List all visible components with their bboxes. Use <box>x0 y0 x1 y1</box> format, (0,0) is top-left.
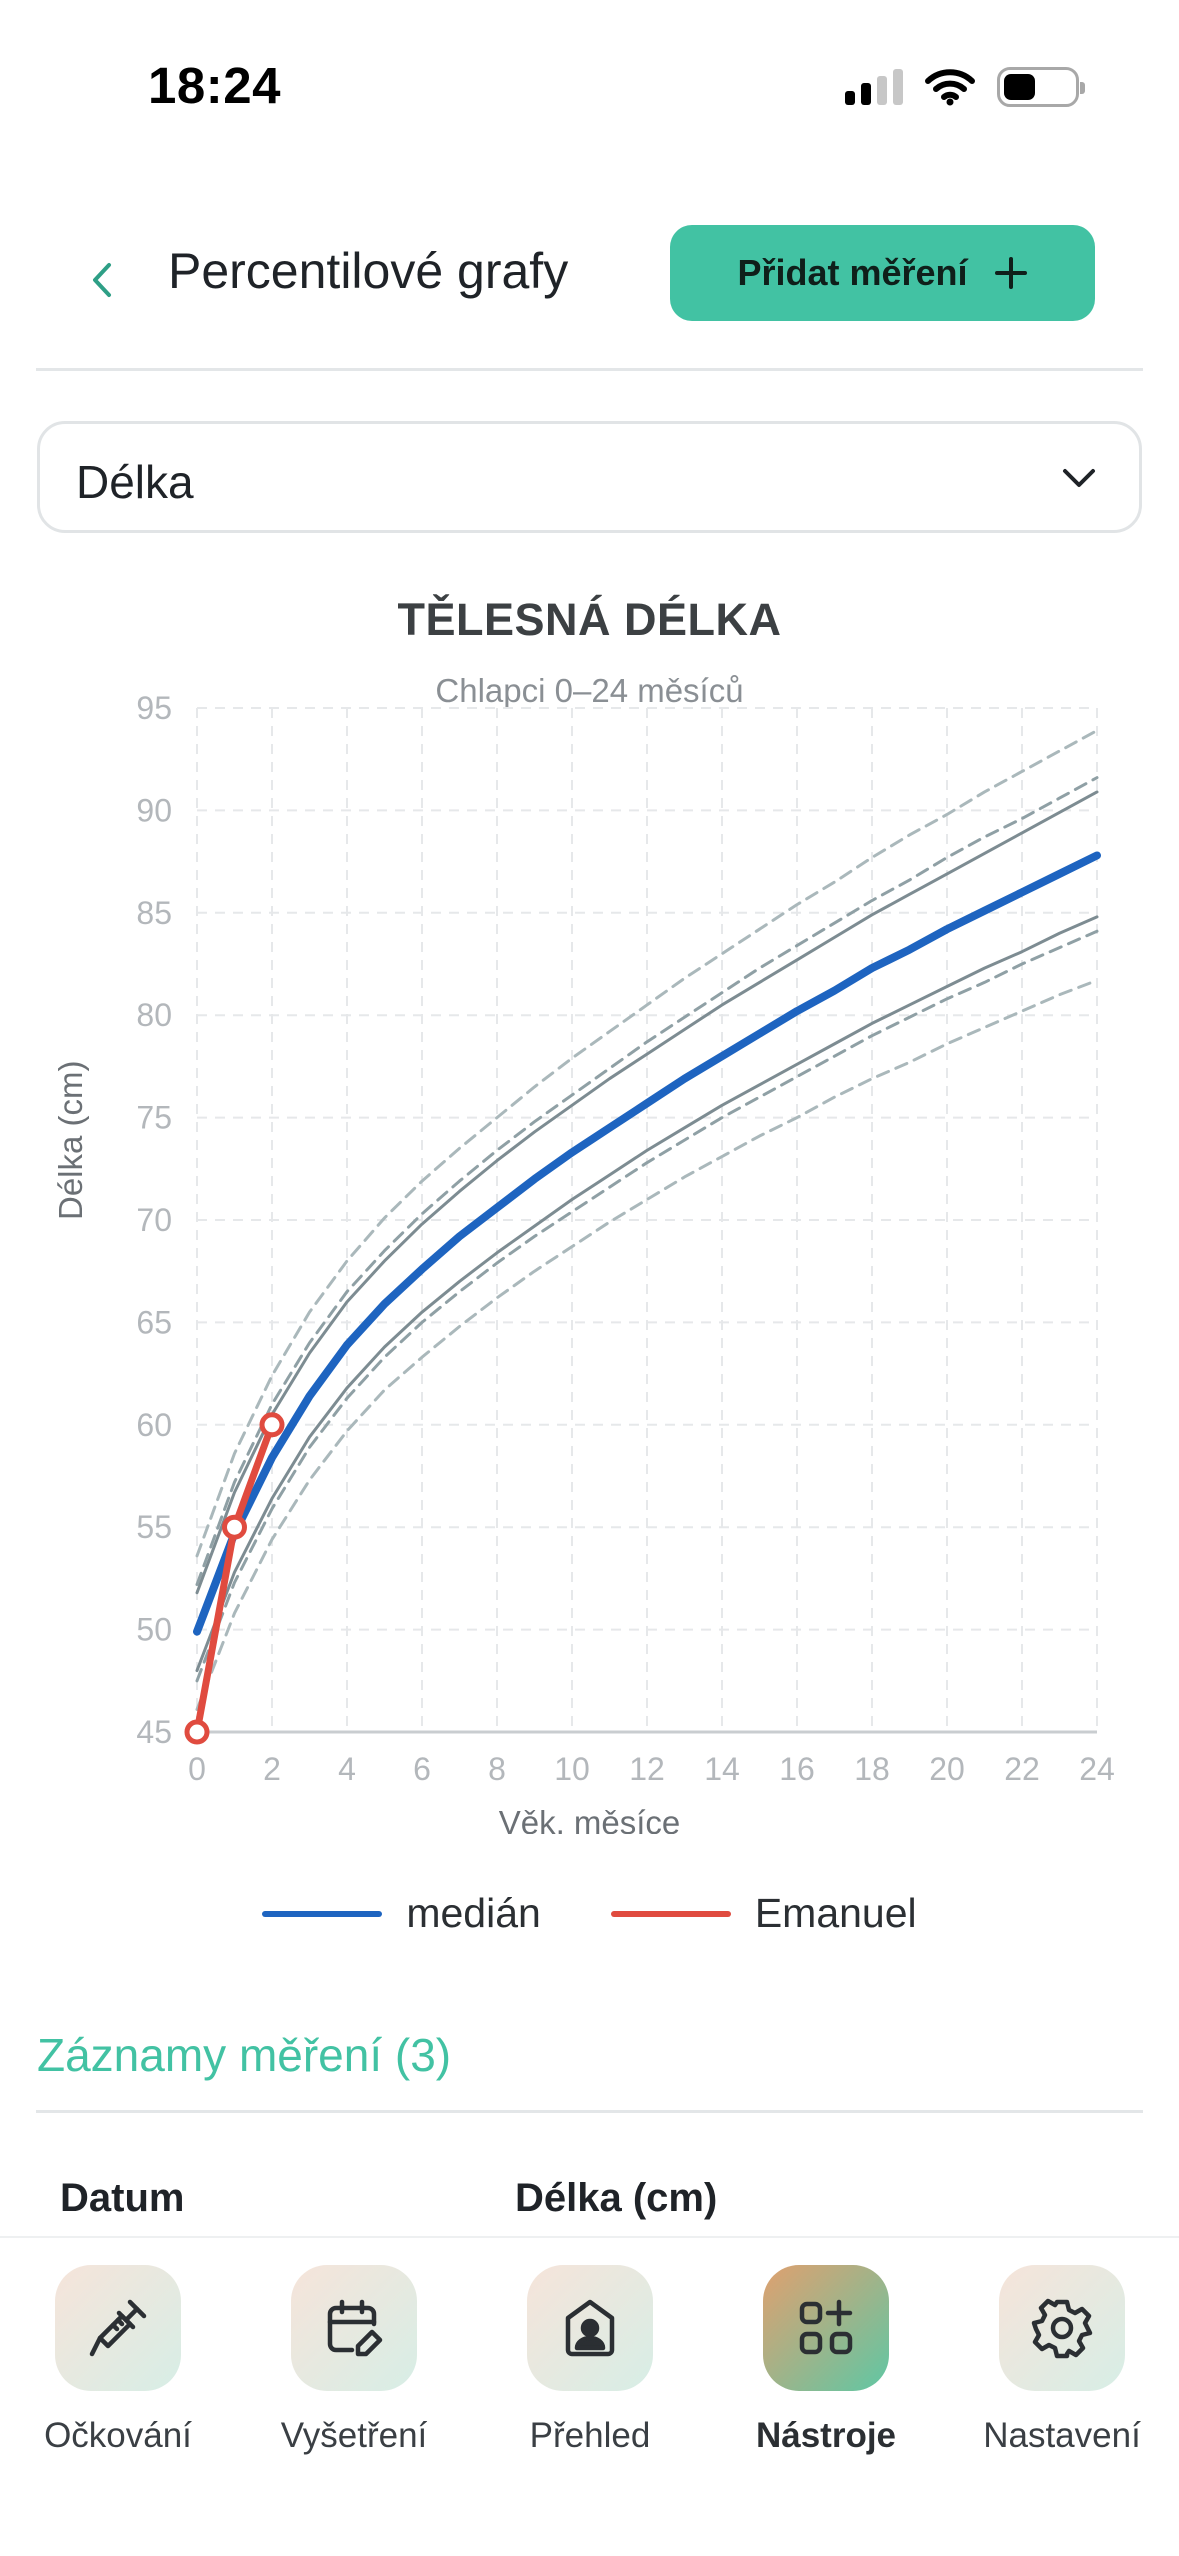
tab-vaccination[interactable]: Očkování <box>0 2253 236 2455</box>
tools-grid-icon <box>799 2299 853 2355</box>
y-tick-label: 50 <box>136 1612 172 1648</box>
percentile-curve-0 <box>195 729 1099 1558</box>
x-tick-label: 16 <box>779 1751 815 1787</box>
tab-tools-icon-bg <box>763 2265 889 2391</box>
status-icons <box>845 62 1085 112</box>
chart-subtitle: Chlapci 0–24 měsíců <box>435 672 744 709</box>
measurement-point <box>259 1412 285 1438</box>
x-tick-label: 10 <box>554 1751 590 1787</box>
tab-bar: Očkování Vyšetření Přehled <box>0 2236 1179 2556</box>
y-tick-label: 80 <box>136 997 172 1033</box>
legend-item-child: Emanuel <box>610 1890 917 1937</box>
percentile-curve-6 <box>195 978 1099 1711</box>
y-tick-label: 65 <box>136 1304 172 1340</box>
legend-swatch-child <box>610 1910 731 1917</box>
tab-examinations-label: Vyšetření <box>280 2416 428 2455</box>
x-tick-label: 0 <box>188 1751 206 1787</box>
y-tick-label: 70 <box>136 1202 172 1238</box>
chart-x-axis-label: Věk, měsíce <box>498 1804 681 1834</box>
chart-title: TĚLESNÁ DÉLKA <box>397 594 782 645</box>
percentile-curve-5 <box>195 929 1099 1683</box>
column-header-length: Délka (cm) <box>515 2176 718 2220</box>
x-tick-label: 14 <box>704 1751 740 1787</box>
chart-legend: medián Emanuel <box>0 1890 1179 1937</box>
plus-icon <box>994 257 1027 289</box>
status-time: 18:24 <box>148 57 281 114</box>
chevron-down-icon <box>1063 469 1095 487</box>
x-tick-label: 22 <box>1004 1751 1040 1787</box>
legend-label-median: medián <box>406 1890 541 1936</box>
legend-item-median: medián <box>262 1890 541 1937</box>
status-bar: 18:24 <box>0 0 1179 150</box>
tab-examinations[interactable]: Vyšetření <box>236 2253 472 2455</box>
wifi-icon <box>925 69 975 106</box>
tab-overview-label: Přehled <box>529 2416 651 2455</box>
x-tick-label: 20 <box>929 1751 965 1787</box>
tab-overview[interactable]: Přehled <box>472 2253 708 2455</box>
tab-vaccination-label: Očkování <box>44 2416 192 2455</box>
x-tick-label: 12 <box>629 1751 665 1787</box>
back-button[interactable] <box>80 248 124 312</box>
syringe-icon <box>89 2299 147 2357</box>
percentile-curve-1 <box>195 776 1099 1587</box>
add-measurement-button[interactable]: Přidat měření <box>670 225 1095 321</box>
percentile-curve-4 <box>195 915 1099 1673</box>
x-tick-label: 6 <box>413 1751 431 1787</box>
x-tick-label: 4 <box>338 1751 356 1787</box>
page-title: Percentilové grafy <box>168 243 569 299</box>
y-tick-label: 90 <box>136 792 172 828</box>
y-tick-label: 75 <box>136 1100 172 1136</box>
chart-y-axis-label: Délka (cm) <box>52 1060 89 1220</box>
x-tick-label: 24 <box>1079 1751 1115 1787</box>
battery-icon <box>997 67 1085 107</box>
profile-icon <box>565 2299 615 2357</box>
percentile-curve-2 <box>195 790 1099 1595</box>
tab-examinations-icon-bg <box>291 2265 417 2391</box>
records-divider <box>36 2110 1143 2113</box>
legend-swatch-median <box>262 1910 383 1917</box>
tab-tools-label: Nástroje <box>755 2416 897 2455</box>
gear-icon <box>1031 2298 1093 2359</box>
y-tick-label: 95 <box>136 690 172 726</box>
x-tick-label: 2 <box>263 1751 281 1787</box>
tab-vaccination-icon-bg <box>55 2265 181 2391</box>
header: Percentilové grafy Přidat měření <box>0 200 1179 370</box>
calendar-edit-icon <box>327 2299 383 2357</box>
tab-settings[interactable]: Nastavení <box>944 2253 1179 2455</box>
x-tick-label: 18 <box>854 1751 890 1787</box>
x-tick-label: 8 <box>488 1751 506 1787</box>
measurement-line <box>193 1421 276 1736</box>
legend-label-child: Emanuel <box>754 1890 917 1936</box>
records-title: Záznamy měření (3) <box>37 2029 452 2081</box>
tab-settings-icon-bg <box>999 2265 1125 2391</box>
metric-select-value: Délka <box>76 456 194 508</box>
metric-select[interactable]: Délka <box>37 421 1142 533</box>
add-measurement-label: Přidat měření <box>737 252 968 293</box>
y-tick-label: 60 <box>136 1407 172 1443</box>
y-tick-label: 55 <box>136 1509 172 1545</box>
header-divider <box>36 368 1143 371</box>
measurement-point <box>184 1719 210 1745</box>
cellular-signal-icon <box>845 69 903 105</box>
tab-settings-label: Nastavení <box>983 2416 1141 2455</box>
column-header-date: Datum <box>60 2176 185 2220</box>
y-tick-label: 45 <box>136 1714 172 1750</box>
y-tick-label: 85 <box>136 895 172 931</box>
measurement-point <box>222 1514 247 1540</box>
tab-tools[interactable]: Nástroje <box>708 2253 944 2455</box>
chevron-left-icon <box>93 263 111 297</box>
tab-overview-icon-bg <box>527 2265 653 2391</box>
growth-chart: 0 2 4 6 8 10 12 14 16 18 20 22 244550556065707580859… <box>136 690 1115 1787</box>
median-curve <box>193 851 1101 1636</box>
